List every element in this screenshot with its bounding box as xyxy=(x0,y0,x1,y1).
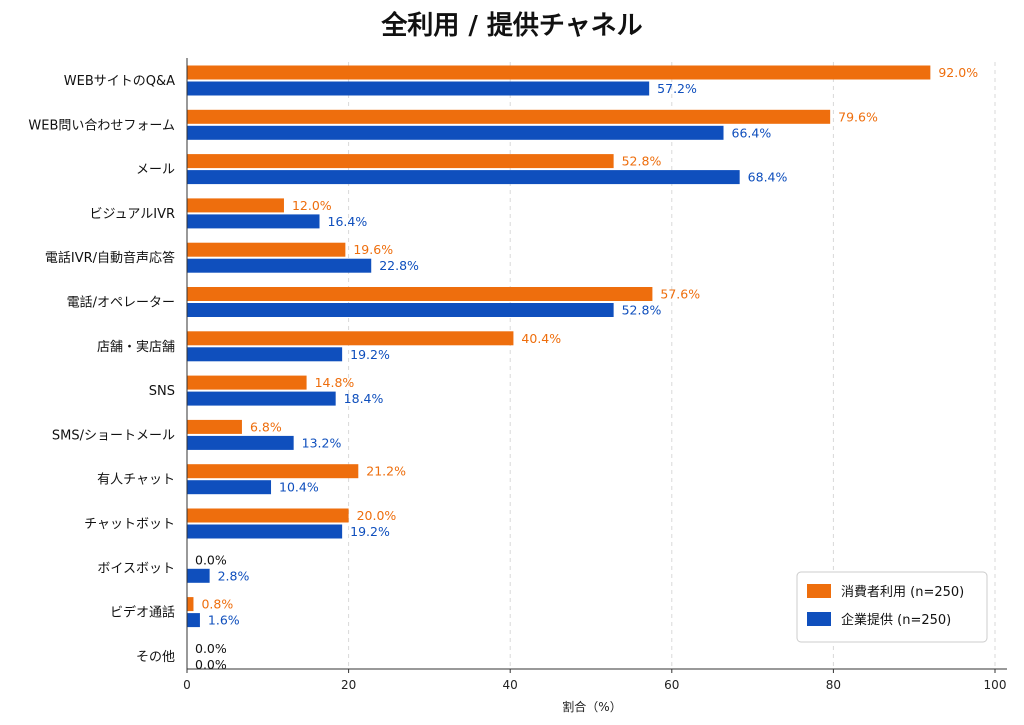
data-label: 0.8% xyxy=(201,597,233,612)
bar xyxy=(187,65,931,80)
value-labels: 92.0% 57.2% 79.6% 66.4% 52.8% 68.4% 12.0%16.4%… xyxy=(195,65,978,672)
data-label: 40.4% xyxy=(521,331,561,346)
x-tick-label: 80 xyxy=(826,678,841,692)
bar xyxy=(187,464,359,479)
bars xyxy=(187,65,931,628)
data-label: 92.0% xyxy=(938,65,978,80)
data-label: 0.0% xyxy=(195,552,227,567)
x-axis-title: 割合（%） xyxy=(562,699,621,714)
data-label: 6.8% xyxy=(250,419,282,434)
data-label: 52.8% xyxy=(622,154,662,169)
data-label: 19.2% xyxy=(350,524,390,539)
bar xyxy=(187,347,343,362)
bar xyxy=(187,508,349,523)
bar xyxy=(187,198,284,213)
x-tick-label: 20 xyxy=(341,678,356,692)
bar xyxy=(187,154,614,169)
data-label: 13.2% xyxy=(302,435,342,450)
data-label: 0.0% xyxy=(195,641,227,656)
bar xyxy=(187,81,650,96)
bar xyxy=(187,391,336,406)
bar xyxy=(187,419,242,434)
data-label: 1.6% xyxy=(208,613,240,628)
category-label: 電話IVR/自動音声応答 xyxy=(45,250,175,266)
bar xyxy=(187,303,614,317)
category-label: メール xyxy=(136,163,175,178)
chart-title: 全利用 / 提供チャネル xyxy=(380,10,642,41)
x-tick-label: 40 xyxy=(503,678,518,692)
legend: 消費者利用 (n=250) 企業提供 (n=250) xyxy=(796,571,988,643)
bar xyxy=(187,480,272,495)
data-label: 57.6% xyxy=(660,287,700,302)
data-label: 10.4% xyxy=(279,480,319,495)
bar xyxy=(187,170,740,185)
legend-box xyxy=(796,571,988,643)
bar xyxy=(187,524,343,539)
data-label: 21.2% xyxy=(366,464,406,479)
data-label: 18.4% xyxy=(344,391,384,406)
bar xyxy=(187,109,831,124)
data-label: 66.4% xyxy=(732,125,772,140)
category-label: その他 xyxy=(136,650,175,665)
bar xyxy=(187,258,372,273)
category-label: 店舗・実店舗 xyxy=(97,339,175,355)
grid-lines xyxy=(348,62,996,669)
data-label: 16.4% xyxy=(328,214,368,229)
x-tick-label: 60 xyxy=(664,678,679,692)
bar xyxy=(187,242,346,257)
category-label: WEBサイトのQ&A xyxy=(64,74,175,89)
bar xyxy=(187,568,210,583)
data-label: 20.0% xyxy=(357,508,397,523)
bar xyxy=(187,597,194,612)
legend-label: 企業提供 (n=250) xyxy=(841,612,951,628)
category-label: WEB問い合わせフォーム xyxy=(28,118,175,133)
bar xyxy=(187,125,724,140)
legend-swatch xyxy=(807,612,831,626)
category-label: ビデオ通話 xyxy=(110,605,175,621)
data-label: 79.6% xyxy=(838,109,878,124)
data-label: 0.0% xyxy=(195,657,227,672)
data-label: 22.8% xyxy=(379,258,419,273)
bar xyxy=(187,613,200,628)
category-label: 有人チャット xyxy=(97,473,175,488)
legend-swatch xyxy=(807,584,831,598)
bar xyxy=(187,331,514,346)
category-label: SMS/ショートメール xyxy=(52,428,175,443)
data-label: 14.8% xyxy=(315,375,355,390)
x-axis: 0 20 40 60 80 100 xyxy=(183,58,1007,692)
category-label: 電話/オペレーター xyxy=(67,295,175,311)
x-tick-label: 100 xyxy=(984,678,1007,692)
x-tick-label: 0 xyxy=(183,678,191,692)
data-label: 68.4% xyxy=(748,170,788,185)
legend-label: 消費者利用 (n=250) xyxy=(841,585,964,600)
data-label: 12.0% xyxy=(292,198,332,213)
bar xyxy=(187,214,320,229)
bar xyxy=(187,435,294,450)
category-label: SNS xyxy=(149,384,175,399)
bar xyxy=(187,375,307,390)
data-label: 19.6% xyxy=(353,242,393,257)
data-label: 57.2% xyxy=(657,81,697,96)
category-label: チャットボット xyxy=(84,517,175,532)
category-label: ボイスボット xyxy=(97,561,175,576)
data-label: 19.2% xyxy=(350,347,390,362)
bar xyxy=(187,287,653,301)
category-label: ビジュアルIVR xyxy=(90,207,175,222)
data-label: 2.8% xyxy=(218,568,250,583)
data-label: 52.8% xyxy=(622,303,662,318)
